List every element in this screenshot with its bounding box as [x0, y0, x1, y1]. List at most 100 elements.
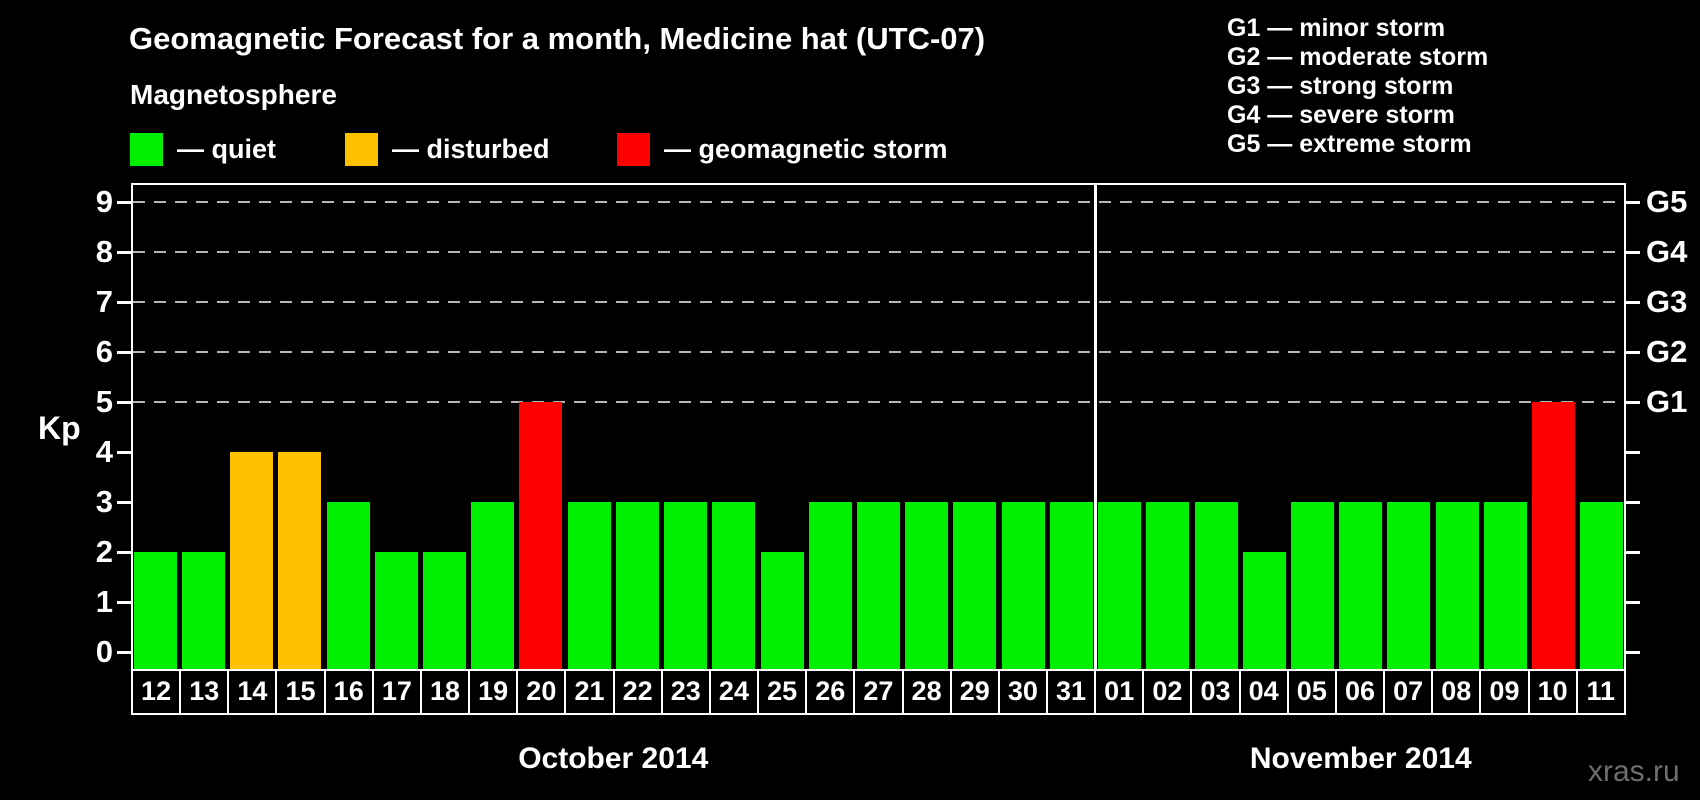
plot-area	[131, 183, 1626, 669]
date-cell: 04	[1238, 669, 1289, 715]
right-axis-tick	[1626, 301, 1640, 304]
date-cell: 01	[1094, 669, 1145, 715]
date-cell: 17	[371, 669, 422, 715]
date-cell: 02	[1142, 669, 1193, 715]
right-axis-tick	[1626, 251, 1640, 254]
bar-day-24	[712, 502, 756, 669]
bar-day-29	[953, 502, 997, 669]
magnetosphere-legend-heading: Magnetosphere	[130, 79, 337, 110]
bar-day-04	[1242, 552, 1286, 669]
date-cell: 27	[853, 669, 904, 715]
right-axis-tick	[1626, 201, 1640, 204]
y-axis-label: 3	[95, 484, 113, 519]
y-axis-label: 0	[95, 634, 113, 669]
y-axis-label: 4	[95, 434, 113, 469]
bar-day-31	[1049, 502, 1093, 669]
date-cell: 28	[901, 669, 952, 715]
bar-day-07	[1387, 502, 1431, 669]
g-legend-line-3: G3 — strong storm	[1227, 72, 1454, 100]
date-cell: 14	[227, 669, 278, 715]
date-cell: 06	[1334, 669, 1386, 715]
y-axis-tick	[117, 351, 131, 354]
disturbed-swatch	[345, 133, 378, 166]
date-cell: 08	[1431, 669, 1482, 715]
date-cell: 20	[516, 669, 567, 715]
quiet-swatch	[130, 133, 163, 166]
right-axis-tick	[1626, 401, 1640, 404]
bar-day-09	[1483, 502, 1527, 669]
bar-day-14	[230, 452, 274, 669]
bar-day-03	[1194, 502, 1238, 669]
gridline-kp9	[133, 201, 1624, 203]
gridline-kp7	[133, 301, 1624, 303]
date-cell: 25	[757, 669, 808, 715]
bar-day-12	[133, 552, 177, 669]
y-axis-tick	[117, 201, 131, 204]
y-axis-tick	[117, 251, 131, 254]
g-scale-legend: G1 — minor storm G2 — moderate storm G3 — …	[1227, 14, 1488, 159]
y-axis-label: 2	[95, 534, 113, 569]
right-axis-tick	[1626, 351, 1640, 354]
bar-day-26	[808, 502, 852, 669]
date-cell: 10	[1527, 669, 1578, 715]
legend-item-quiet: — quiet	[130, 131, 276, 168]
month-label: October 2014	[518, 742, 709, 775]
bar-day-25	[760, 552, 804, 669]
date-cell: 18	[419, 669, 471, 715]
right-axis-tick	[1626, 551, 1640, 554]
month-separator	[1094, 183, 1098, 669]
y-axis-label: 6	[95, 334, 113, 369]
y-axis-label: 8	[95, 234, 113, 269]
bar-day-17	[374, 552, 418, 669]
date-cell: 29	[949, 669, 1000, 715]
bar-day-15	[278, 452, 322, 669]
bar-day-28	[905, 502, 949, 669]
g-axis-label: G3	[1646, 284, 1688, 319]
date-cell: 05	[1286, 669, 1337, 715]
y-axis-tick	[117, 401, 131, 404]
legend-item-disturbed: — disturbed	[345, 131, 550, 168]
g-axis-label: G4	[1646, 234, 1688, 269]
bar-day-18	[422, 552, 466, 669]
y-axis-tick	[117, 451, 131, 454]
y-axis-tick	[117, 651, 131, 654]
plot-border-left	[131, 183, 133, 669]
right-axis-tick	[1626, 501, 1640, 504]
y-axis-title: Kp	[38, 410, 81, 446]
date-cell: 19	[468, 669, 519, 715]
watermark: xras.ru	[1588, 755, 1680, 788]
y-axis-label: 7	[95, 284, 113, 319]
y-axis-label: 9	[95, 184, 113, 219]
legend-label-quiet: — quiet	[177, 134, 276, 164]
g-legend-line-5: G5 — extreme storm	[1227, 130, 1472, 158]
g-legend-line-2: G2 — moderate storm	[1227, 43, 1489, 71]
y-axis-label: 5	[95, 384, 113, 419]
y-axis-tick	[117, 301, 131, 304]
date-cell: 23	[660, 669, 711, 715]
bar-day-22	[615, 502, 659, 669]
legend-item-storm: — geomagnetic storm	[617, 131, 948, 168]
y-axis-label: 1	[95, 584, 113, 619]
date-cell: 11	[1575, 669, 1626, 715]
bar-day-01	[1098, 502, 1142, 669]
date-axis: 12 13 14 15 16 17 18 19 20 21 22 23 24 25 26 27 28 29 30 31…	[131, 669, 1626, 715]
g-axis-label: G2	[1646, 334, 1688, 369]
date-cell: 09	[1479, 669, 1530, 715]
date-cell: 16	[323, 669, 374, 715]
date-cell: 24	[708, 669, 760, 715]
g-legend-line-1: G1 — minor storm	[1227, 14, 1446, 42]
g-axis-label: G1	[1646, 384, 1688, 419]
storm-swatch	[617, 133, 650, 166]
bar-day-21	[567, 502, 611, 669]
bar-day-19	[471, 502, 515, 669]
date-cell: 07	[1383, 669, 1434, 715]
bar-day-20	[519, 402, 563, 669]
y-axis-tick	[117, 551, 131, 554]
bar-day-16	[326, 502, 370, 669]
gridline-kp6	[133, 351, 1624, 353]
date-cell: 12	[131, 669, 182, 715]
bar-day-23	[664, 502, 708, 669]
date-cell: 15	[275, 669, 326, 715]
g-axis-label: G5	[1646, 184, 1688, 219]
legend-label-storm: — geomagnetic storm	[664, 134, 948, 164]
